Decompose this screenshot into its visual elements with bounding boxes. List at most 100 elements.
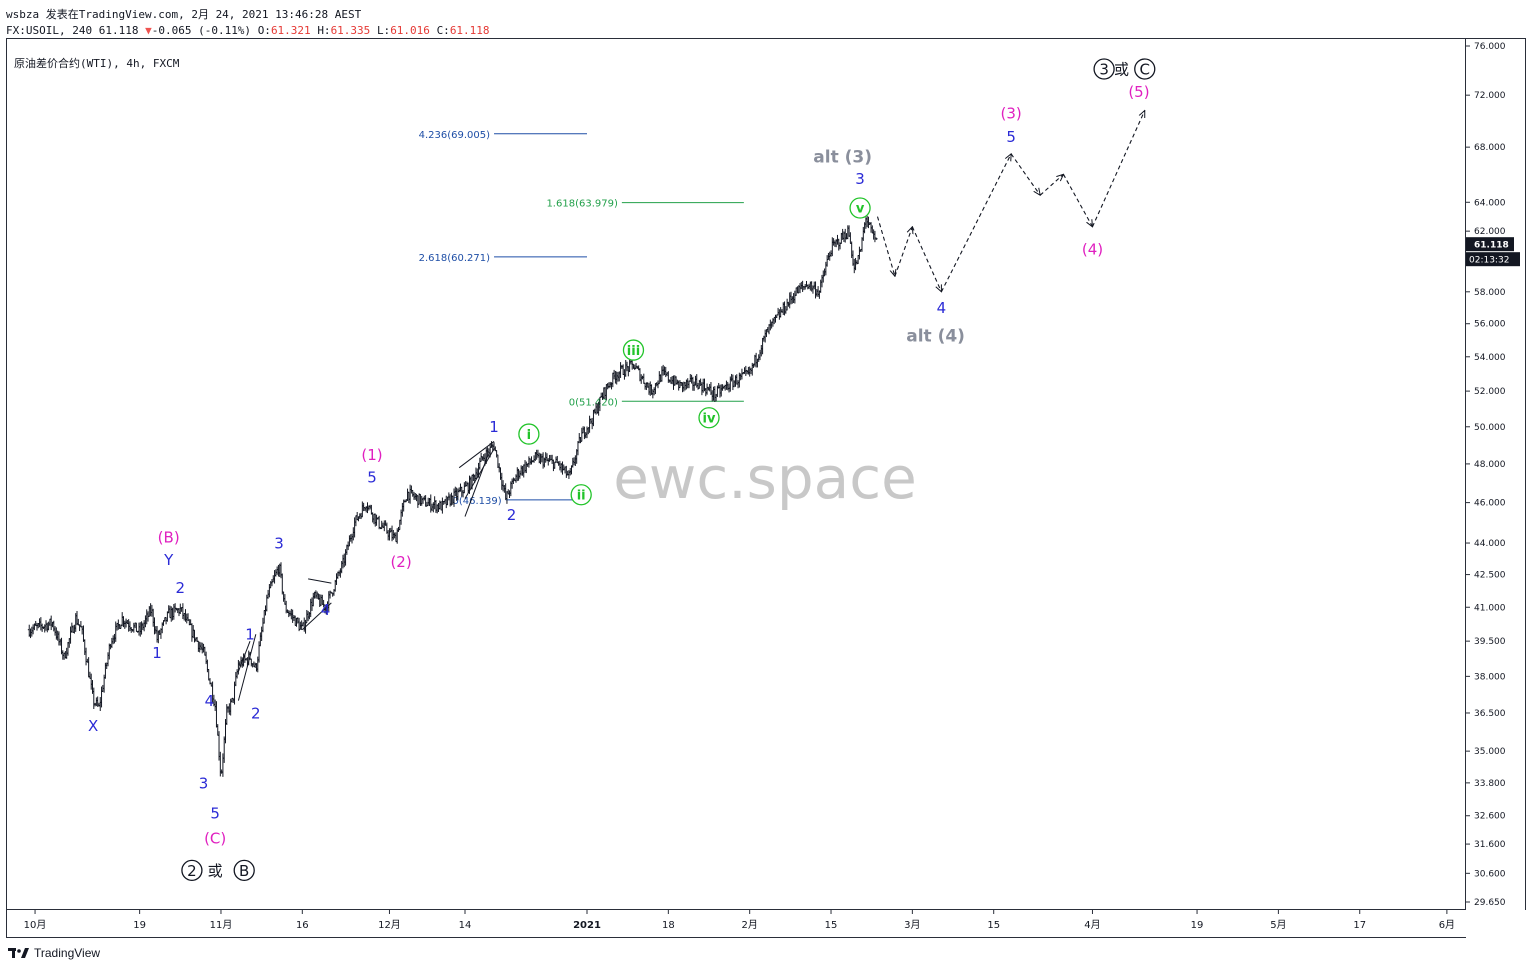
fib-level-label: 2.618(60.271) — [419, 253, 491, 264]
wave-label: (2) — [390, 553, 411, 571]
projection-segment — [1010, 153, 1040, 195]
wave-label: 2 — [251, 704, 261, 722]
wave-label: C — [1140, 60, 1150, 78]
wave-label-circle — [849, 197, 871, 219]
price-tick-label: 46.000 — [1474, 499, 1506, 509]
projection-path — [876, 110, 1145, 293]
ohlc-legend: FX:USOIL, 240 61.118 ▼-0.065 (-0.11%) O:… — [6, 24, 490, 37]
price-tick-label: 44.000 — [1474, 539, 1506, 549]
wave-label: (4) — [1082, 240, 1103, 258]
projection-segment — [911, 226, 941, 292]
wave-label: 1 — [245, 626, 255, 644]
time-axis[interactable] — [6, 910, 1466, 938]
price-tick-label: 56.000 — [1474, 320, 1506, 330]
price-tick-label: 35.000 — [1474, 747, 1506, 757]
wave-label: 5 — [210, 804, 220, 822]
high-label: H: — [317, 24, 331, 37]
wave-label: 3 — [274, 534, 284, 552]
wave-label: 1 — [152, 644, 162, 662]
wave-label-circle — [1093, 58, 1115, 80]
publish-info: wsbza 发表在TradingView.com, 2月 24, 2021 13… — [6, 8, 362, 21]
price-tick-label: 39.500 — [1474, 637, 1506, 647]
price-tick-label: 38.000 — [1474, 672, 1506, 682]
axis-ticks: 76.00072.00068.00064.00062.00060.00058.0… — [24, 42, 1506, 931]
wave-label: 或 — [208, 862, 223, 880]
wave-label: alt (3) — [813, 148, 872, 168]
price-tick-label: 31.600 — [1474, 840, 1506, 850]
fib-level-label: 0(51.420) — [569, 397, 618, 408]
wave-label-circle — [1134, 58, 1156, 80]
time-tick-label: 2021 — [573, 920, 601, 931]
wave-label: 1 — [489, 418, 499, 436]
open-value: 61.321 — [270, 24, 311, 37]
wave-label: (5) — [1128, 83, 1149, 101]
wave-label: 3 — [199, 774, 209, 792]
tradingview-icon — [8, 948, 29, 958]
wave-label: B — [239, 862, 249, 880]
last-price: 61.118 — [98, 24, 139, 37]
time-tick-label: 15 — [987, 920, 1000, 931]
price-tick-label: 64.000 — [1474, 198, 1506, 208]
time-tick-label: 10月 — [24, 919, 47, 931]
symbol-interval: FX:USOIL, 240 — [6, 24, 93, 37]
tradingview-logo[interactable]: TradingView — [8, 946, 100, 960]
wave-label: 2 — [507, 506, 517, 524]
close-value: 61.118 — [449, 24, 490, 37]
wave-label: 5 — [1006, 128, 1016, 146]
change-value: -0.065 (-0.11%) — [151, 24, 252, 37]
projection-segment — [1062, 174, 1092, 226]
time-tick-label: 19 — [1191, 920, 1204, 931]
wave-label: X — [88, 717, 98, 735]
wave-label: 4 — [205, 692, 215, 710]
trendline — [458, 441, 495, 469]
wave-label-circle — [570, 484, 592, 506]
wave-label: 5 — [367, 469, 377, 487]
low-label: L: — [376, 24, 391, 37]
wave-label-circle — [698, 407, 720, 429]
projection-segment — [940, 154, 1011, 293]
time-tick-label: 4月 — [1084, 919, 1100, 931]
time-tick-label: 3月 — [904, 919, 920, 931]
time-tick-label: 14 — [459, 920, 472, 931]
wave-label: 3 — [1099, 60, 1109, 78]
price-tick-label: 58.000 — [1474, 288, 1506, 298]
fib-level-label: 0(46.139) — [453, 496, 502, 507]
open-label: O: — [257, 24, 271, 37]
wave-label: 或 — [1114, 60, 1129, 78]
wave-label: iv — [703, 411, 716, 426]
brand-name: TradingView — [34, 946, 101, 960]
time-tick-label: 5月 — [1270, 919, 1286, 931]
price-tick-label: 72.000 — [1474, 91, 1506, 101]
price-tick-label: 48.000 — [1474, 460, 1506, 470]
fib-levels: 4.236(69.005) 1.618(63.979) 2.618(60.271) 0… — [419, 130, 744, 507]
countdown-tag — [1466, 252, 1520, 267]
wave-label: i — [527, 428, 531, 443]
wave-label-circle — [518, 423, 540, 445]
wave-label: (B) — [158, 528, 180, 546]
wave-label: (C) — [204, 830, 226, 848]
last-price-tag — [1466, 237, 1514, 252]
chart-pane[interactable] — [6, 38, 1466, 910]
wave-label-circle — [622, 339, 645, 361]
price-tick-label: 52.000 — [1474, 387, 1506, 397]
price-axis[interactable] — [1466, 38, 1526, 910]
price-tick-label: 76.000 — [1474, 42, 1506, 52]
projection-segment — [894, 227, 912, 277]
time-tick-label: 12月 — [378, 919, 401, 931]
price-tick-label: 33.800 — [1474, 779, 1506, 789]
wave-label: ii — [577, 488, 586, 503]
time-tick-label: 16 — [296, 920, 309, 931]
fib-level-label: 1.618(63.979) — [546, 199, 618, 210]
trendline — [237, 634, 257, 701]
low-value: 61.016 — [390, 24, 430, 37]
bar-countdown: 02:13:32 — [1469, 256, 1509, 266]
projection-segment — [1039, 174, 1063, 196]
price-tick-label: 41.000 — [1474, 603, 1506, 613]
price-tick-label: 29.650 — [1474, 898, 1506, 908]
time-tick-label: 11月 — [210, 919, 233, 931]
projection-segment — [1091, 110, 1144, 227]
watermark: ewc.space — [613, 444, 917, 512]
price-tick-label: 42.500 — [1474, 571, 1506, 581]
